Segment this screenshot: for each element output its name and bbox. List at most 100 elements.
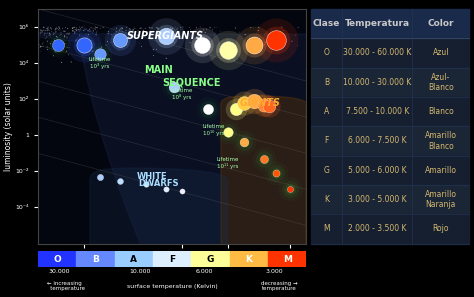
Point — [54, 43, 62, 48]
Point — [167, 26, 174, 30]
Point — [64, 52, 72, 57]
Point — [170, 84, 177, 89]
Point — [136, 26, 144, 31]
Text: ← increasing
   temperature: ← increasing temperature — [45, 281, 85, 291]
Point — [213, 25, 220, 30]
Point — [44, 26, 51, 31]
Point — [153, 26, 161, 30]
Bar — [310, 185, 469, 214]
Point — [241, 32, 249, 37]
Point — [260, 156, 268, 161]
Point — [162, 34, 170, 39]
Text: 6.000: 6.000 — [196, 269, 213, 274]
Point — [148, 30, 156, 35]
Point — [108, 32, 115, 37]
Point — [273, 37, 280, 42]
Text: Color: Color — [428, 19, 454, 28]
Point — [96, 174, 104, 179]
Point — [72, 25, 80, 30]
Point — [91, 26, 98, 31]
Point — [214, 53, 222, 58]
Text: SEQUENCE: SEQUENCE — [162, 78, 221, 88]
Point — [240, 140, 248, 145]
Point — [53, 40, 61, 44]
Point — [44, 27, 52, 31]
Point — [74, 37, 82, 42]
Point — [44, 28, 51, 32]
Point — [38, 29, 46, 34]
Point — [36, 42, 43, 47]
Point — [250, 99, 257, 103]
Text: 10.000: 10.000 — [129, 269, 151, 274]
Point — [90, 49, 98, 54]
Point — [240, 101, 248, 105]
Point — [206, 25, 214, 30]
Point — [267, 27, 275, 31]
Point — [44, 25, 52, 29]
Point — [51, 49, 59, 53]
Point — [116, 178, 124, 183]
Bar — [310, 97, 469, 126]
Point — [63, 31, 70, 36]
Point — [113, 26, 120, 31]
Point — [69, 26, 77, 30]
Point — [211, 33, 219, 38]
Point — [58, 60, 65, 65]
Point — [37, 49, 45, 53]
Point — [65, 45, 73, 50]
Point — [42, 34, 50, 38]
Text: 30.000: 30.000 — [49, 269, 70, 274]
Point — [51, 31, 59, 36]
Point — [154, 26, 161, 31]
Point — [224, 48, 232, 53]
Point — [73, 27, 80, 32]
Point — [224, 37, 231, 42]
Point — [50, 53, 57, 58]
Point — [288, 39, 296, 44]
Text: F: F — [169, 255, 175, 264]
Text: DWARFS: DWARFS — [138, 179, 179, 189]
Point — [75, 29, 83, 34]
Text: 3.000 - 5.000 K: 3.000 - 5.000 K — [348, 195, 407, 204]
Point — [77, 45, 85, 50]
Point — [149, 29, 156, 34]
Point — [232, 106, 239, 111]
Point — [88, 38, 96, 43]
Point — [73, 28, 80, 33]
Point — [37, 44, 45, 49]
Text: 30.000 - 60.000 K: 30.000 - 60.000 K — [343, 48, 411, 57]
Point — [64, 45, 71, 50]
Text: Lifetime
10⁸ yrs: Lifetime 10⁸ yrs — [171, 88, 193, 100]
Point — [123, 31, 130, 35]
Point — [240, 140, 248, 145]
Point — [47, 27, 55, 31]
Point — [260, 156, 268, 161]
Point — [250, 43, 257, 48]
Point — [90, 26, 98, 31]
Point — [84, 32, 92, 37]
Text: O: O — [53, 255, 61, 264]
Text: Azul: Azul — [432, 48, 449, 57]
Point — [198, 34, 206, 39]
Point — [116, 28, 123, 32]
Point — [250, 43, 257, 48]
Point — [35, 37, 43, 42]
Point — [82, 32, 89, 37]
Point — [92, 31, 100, 35]
Point — [127, 27, 134, 32]
Text: Rojo: Rojo — [432, 224, 449, 233]
Point — [196, 28, 204, 33]
Point — [52, 50, 60, 54]
Point — [36, 44, 44, 49]
Point — [44, 47, 51, 52]
Text: Lifetime
10¹⁰ yrs: Lifetime 10¹⁰ yrs — [203, 124, 225, 136]
Point — [61, 29, 69, 34]
Text: Clase: Clase — [313, 19, 340, 28]
Point — [70, 25, 78, 30]
Point — [203, 27, 210, 31]
Point — [80, 43, 88, 48]
Point — [66, 30, 73, 35]
Point — [78, 31, 86, 36]
Point — [162, 34, 170, 39]
Point — [292, 33, 299, 37]
